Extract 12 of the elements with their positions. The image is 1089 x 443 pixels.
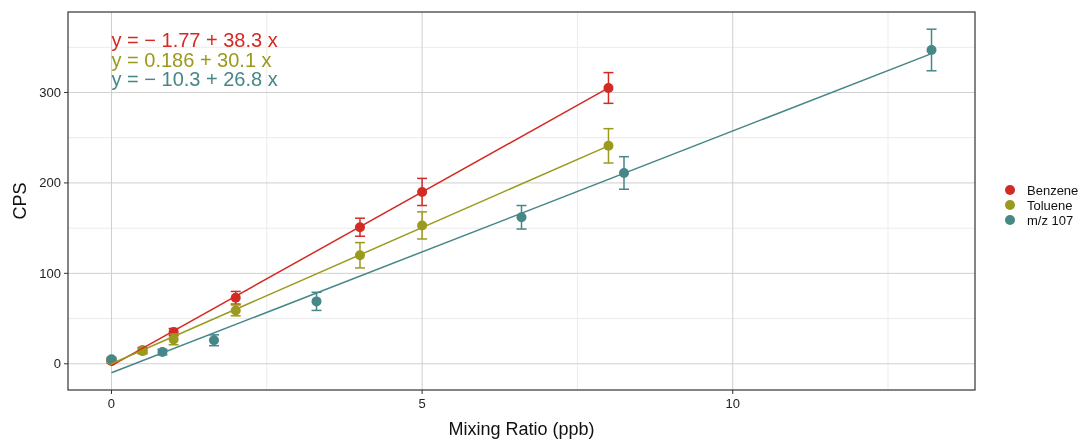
legend-label: m/z 107 bbox=[1027, 212, 1074, 228]
y-tick-label: 0 bbox=[53, 356, 61, 372]
legend-label: Benzene bbox=[1027, 182, 1079, 198]
y-tick-label: 300 bbox=[39, 84, 61, 100]
x-tick-label: 0 bbox=[107, 396, 116, 411]
y-tick-label: 100 bbox=[39, 265, 61, 281]
x-tick-label: 10 bbox=[725, 396, 740, 411]
y-axis-title: CPS bbox=[10, 182, 30, 220]
y-tick-label: 200 bbox=[39, 175, 61, 191]
legend-label: Toluene bbox=[1027, 197, 1073, 213]
x-axis-title: Mixing Ratio (ppb) bbox=[448, 419, 595, 439]
x-tick-label: 5 bbox=[418, 396, 426, 411]
